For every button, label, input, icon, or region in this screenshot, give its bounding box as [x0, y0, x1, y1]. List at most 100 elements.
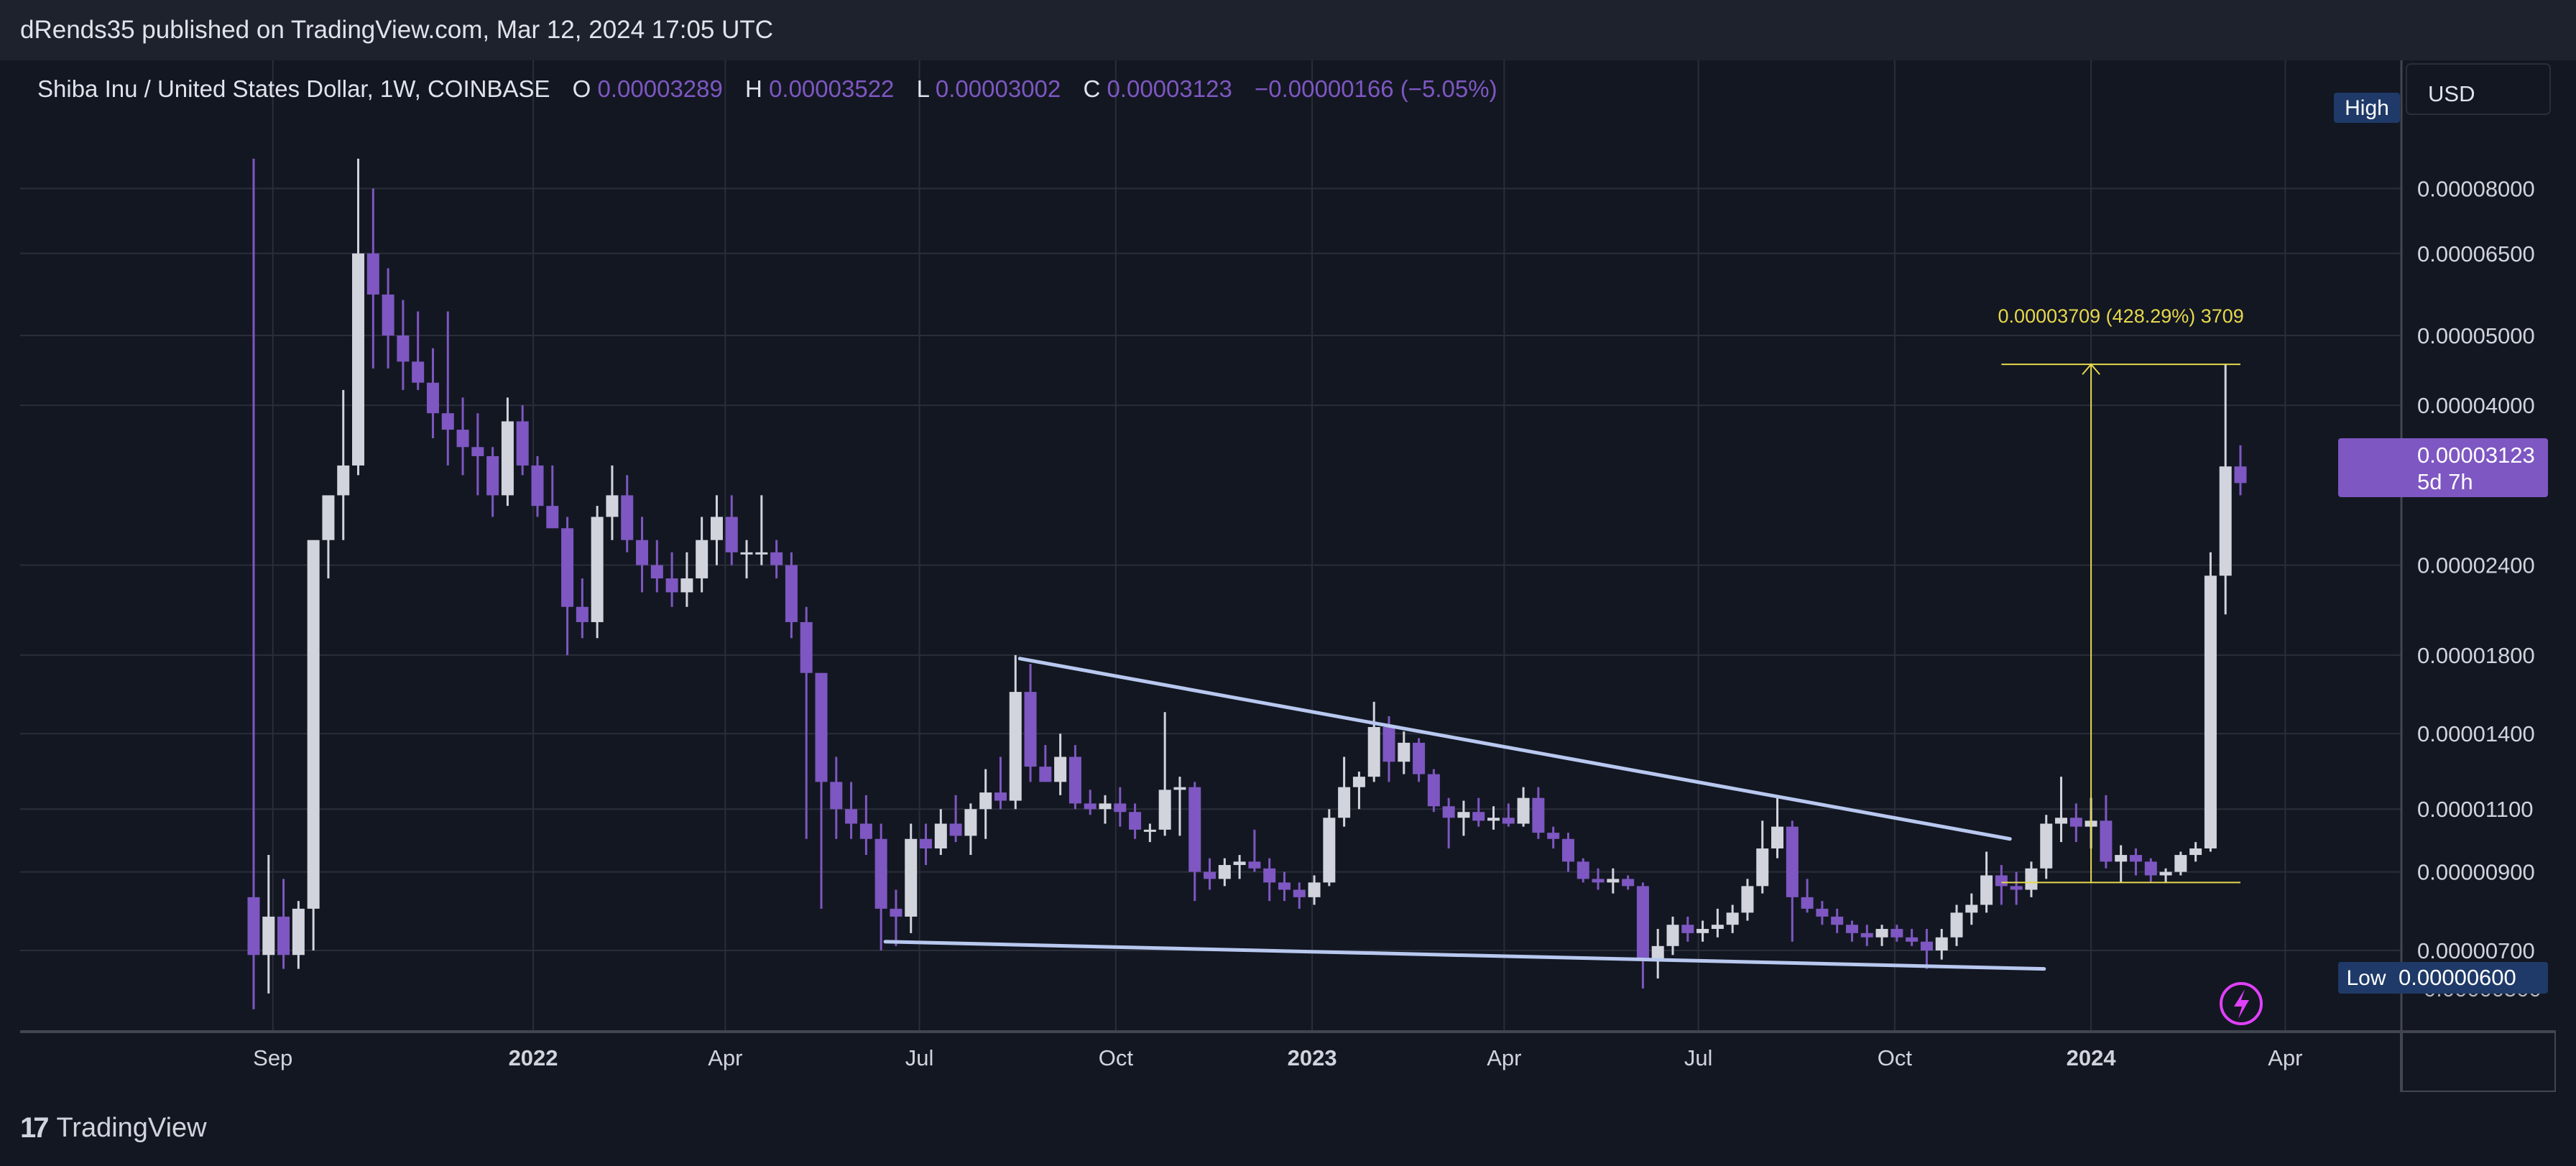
candle[interactable]: [1831, 908, 1844, 933]
candle[interactable]: [1099, 795, 1112, 824]
candle[interactable]: [1561, 833, 1574, 872]
candle[interactable]: [2219, 364, 2232, 615]
candle[interactable]: [1906, 928, 1919, 946]
candle[interactable]: [1711, 908, 1724, 938]
candle[interactable]: [337, 389, 350, 540]
candle[interactable]: [1293, 882, 1306, 909]
candle[interactable]: [1576, 858, 1589, 883]
candle[interactable]: [1532, 787, 1545, 839]
candle[interactable]: [2040, 815, 2053, 879]
candle[interactable]: [1965, 893, 1978, 925]
candle[interactable]: [322, 495, 335, 579]
candle[interactable]: [845, 782, 858, 839]
candle[interactable]: [890, 889, 902, 946]
candle[interactable]: [1502, 803, 1515, 827]
candle[interactable]: [1547, 826, 1560, 848]
candle[interactable]: [1935, 928, 1948, 960]
candle[interactable]: [800, 606, 813, 839]
candle[interactable]: [2234, 445, 2247, 496]
candle[interactable]: [1367, 701, 1380, 782]
candle[interactable]: [994, 756, 1007, 810]
candle[interactable]: [934, 809, 947, 856]
candle[interactable]: [1054, 734, 1067, 795]
candle[interactable]: [2129, 848, 2142, 876]
candle[interactable]: [1218, 858, 1231, 887]
candle[interactable]: [1636, 882, 1649, 989]
candle[interactable]: [636, 517, 649, 593]
chart-container[interactable]: Sep 2022 Apr Jul Oct 2023 Apr Jul Oct 2024 Apr 0.0…: [20, 60, 2557, 1093]
candle[interactable]: [591, 506, 604, 639]
candle[interactable]: [1308, 875, 1321, 905]
candle[interactable]: [680, 552, 693, 607]
candle[interactable]: [621, 475, 634, 552]
candle[interactable]: [1143, 823, 1156, 843]
candle[interactable]: [859, 795, 872, 856]
candle[interactable]: [964, 803, 977, 856]
candle[interactable]: [1696, 920, 1709, 942]
candle[interactable]: [441, 311, 454, 466]
candle[interactable]: [1786, 820, 1799, 942]
candle[interactable]: [725, 495, 738, 565]
candle[interactable]: [650, 540, 663, 593]
candle[interactable]: [1860, 925, 1873, 946]
candle[interactable]: [1278, 871, 1291, 902]
candle[interactable]: [366, 188, 379, 369]
candle[interactable]: [1995, 865, 2008, 905]
candle[interactable]: [1129, 803, 1142, 839]
candle[interactable]: [1756, 820, 1769, 894]
candle[interactable]: [830, 756, 843, 839]
candle[interactable]: [1801, 879, 1814, 913]
candle[interactable]: [277, 879, 290, 969]
candle[interactable]: [1487, 806, 1500, 830]
candle[interactable]: [905, 823, 918, 933]
candle[interactable]: [1233, 855, 1246, 879]
candle[interactable]: [1158, 712, 1171, 836]
candle[interactable]: [606, 465, 619, 540]
candle[interactable]: [516, 405, 529, 476]
candle[interactable]: [1875, 925, 1888, 946]
candle[interactable]: [2100, 795, 2113, 869]
candle[interactable]: [874, 823, 887, 951]
candle[interactable]: [1039, 745, 1052, 782]
candle[interactable]: [247, 158, 260, 1009]
candle[interactable]: [1517, 787, 1530, 827]
candle[interactable]: [531, 455, 544, 517]
candle[interactable]: [471, 413, 484, 496]
candle[interactable]: [576, 578, 588, 639]
candle[interactable]: [1651, 928, 1664, 979]
candle[interactable]: [1204, 858, 1217, 890]
candle[interactable]: [1352, 772, 1365, 810]
candle[interactable]: [1771, 797, 1784, 859]
candle[interactable]: [1248, 829, 1261, 872]
candle[interactable]: [1068, 745, 1081, 810]
candle[interactable]: [561, 517, 574, 655]
candle[interactable]: [1845, 920, 1858, 942]
candle[interactable]: [2144, 858, 2157, 883]
candle[interactable]: [815, 672, 828, 909]
candle[interactable]: [710, 495, 723, 565]
candle[interactable]: [1681, 916, 1694, 942]
candle[interactable]: [2055, 777, 2068, 843]
candle[interactable]: [740, 540, 753, 579]
candle[interactable]: [1398, 731, 1411, 774]
measure-tool[interactable]: 0.00003709 (428.29%) 3709: [1998, 305, 2244, 884]
candle[interactable]: [1457, 800, 1470, 836]
candle[interactable]: [2174, 851, 2187, 876]
candle[interactable]: [2069, 803, 2082, 843]
candle[interactable]: [920, 823, 933, 866]
candle[interactable]: [979, 769, 992, 839]
candle[interactable]: [1263, 858, 1276, 902]
candle[interactable]: [1726, 904, 1739, 933]
candle[interactable]: [1427, 769, 1440, 813]
candle[interactable]: [2204, 552, 2217, 852]
candle[interactable]: [1323, 809, 1336, 887]
candle[interactable]: [456, 397, 469, 476]
candle[interactable]: [382, 268, 394, 369]
candle[interactable]: [1338, 756, 1351, 827]
candle[interactable]: [426, 348, 439, 439]
candle[interactable]: [1980, 851, 1993, 913]
candlestick-chart[interactable]: Sep 2022 Apr Jul Oct 2023 Apr Jul Oct 2024 Apr 0.0…: [20, 60, 2557, 1093]
candle[interactable]: [486, 447, 499, 517]
alert-button[interactable]: [2220, 982, 2263, 1025]
candle[interactable]: [1024, 664, 1037, 782]
